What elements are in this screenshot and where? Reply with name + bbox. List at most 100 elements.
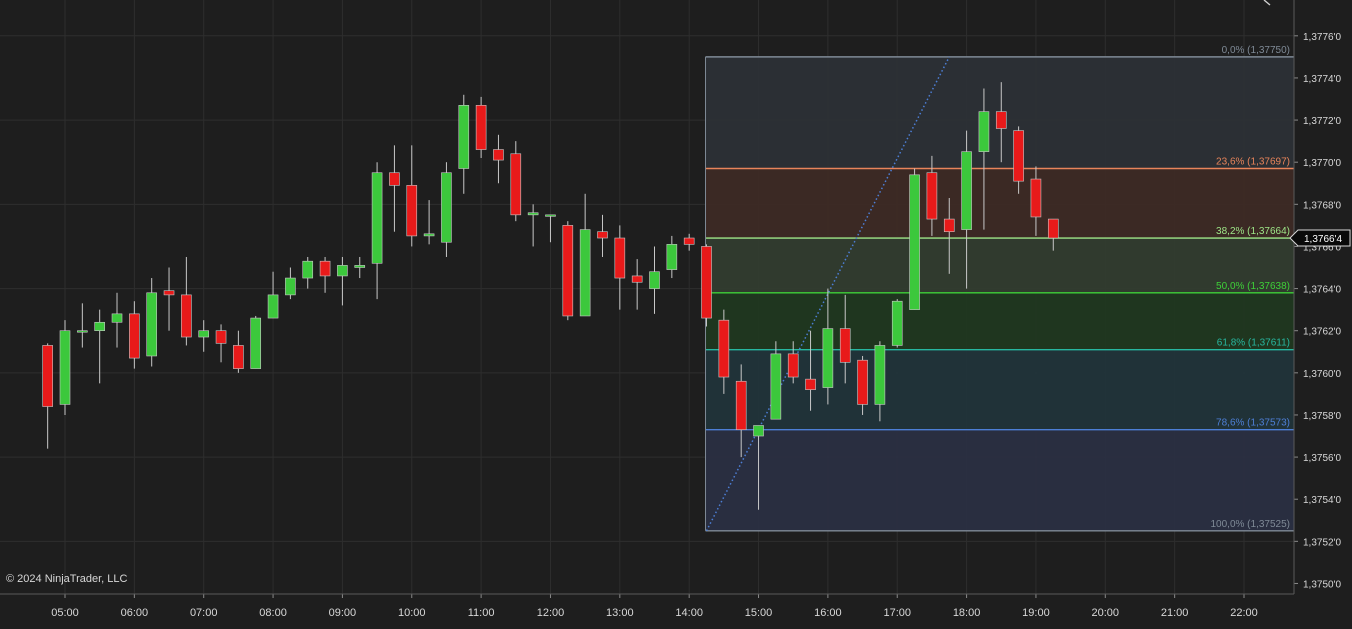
candle-up [874,345,886,405]
candle-up [198,330,210,338]
price-marker: 1,3766'4 [1289,229,1351,247]
candle-down [631,275,643,283]
candle-down [1030,178,1042,218]
fib-level-label: 0,0% (1,37750) [1222,45,1290,56]
x-tick-label: 17:00 [883,607,911,619]
x-tick-label: 09:00 [329,607,357,619]
candle-up [753,425,764,437]
candle-up [822,328,834,388]
candle-up [111,313,123,323]
candle-down [995,111,1007,129]
x-tick-label: 08:00 [259,607,287,619]
candle-up [770,353,782,420]
x-tick-label: 15:00 [745,607,773,619]
axes: 1,3750'0 1,3752'0 1,3754'0 1,3756'0 1,3758'0… [0,0,1341,619]
candle-down [614,237,626,279]
candle-down [735,380,747,431]
x-tick-label: 10:00 [398,607,426,619]
candle-down [1013,130,1024,182]
candle-down [718,319,730,378]
x-tick-label: 16:00 [814,607,842,619]
x-tick-label: 18:00 [953,607,981,619]
candle-down [233,345,244,369]
x-tick-label: 05:00 [51,607,79,619]
candle-down [683,237,695,245]
candle-down [129,313,140,359]
fib-zone [705,238,1294,293]
candle-up [423,233,435,237]
x-tick-label: 07:00 [190,607,218,619]
candle-up [77,330,88,333]
candle-up [978,111,990,152]
y-tick-label: 1,3754'0 [1303,495,1341,506]
copyright-text: © 2024 NinjaTrader, LLC [6,573,128,585]
candle-down [42,345,53,407]
candle-up [337,265,348,277]
candle-up [891,300,903,346]
y-tick-label: 1,3758'0 [1303,411,1341,422]
candle-down [787,353,799,378]
price-marker-label: 1,3766'4 [1304,234,1342,245]
candle-down [857,359,868,405]
candle-up [649,271,660,289]
x-tick-label: 20:00 [1092,607,1120,619]
fibonacci-trend-line[interactable] [705,56,950,532]
fib-level-label: 61,8% (1,37611) [1217,338,1290,349]
y-tick-label: 1,3750'0 [1303,579,1341,590]
candle-down [475,105,487,150]
candle-up [250,317,262,369]
fib-zone [705,168,1294,239]
candle-down [943,218,955,233]
y-tick-label: 1,3756'0 [1303,453,1341,464]
candle-up [961,151,972,230]
y-tick-label: 1,3772'0 [1303,116,1341,127]
candle-down [163,290,175,296]
candle-down [597,231,608,239]
candle-up [146,292,157,357]
x-tick-label: 12:00 [537,607,565,619]
candle-down [493,149,504,161]
price-marker-box [1289,229,1351,247]
fib-level-label: 38,2% (1,37664) [1216,226,1290,237]
candle-up [909,174,920,310]
y-tick-label: 1,3768'0 [1303,200,1341,211]
candle-down [805,378,816,390]
candle-down [562,225,574,317]
candle-up [302,260,314,279]
fibonacci-levels[interactable]: 0,0% (1,37750) 23,6% (1,37697) 38,2% (1,37… [705,45,1294,532]
candle-up [59,330,71,405]
candle-down [389,172,400,186]
candle-up [267,294,279,319]
y-tick-label: 1,3760'0 [1303,369,1341,380]
y-tick-label: 1,3764'0 [1303,285,1341,296]
x-tick-label: 22:00 [1230,607,1258,619]
collapse-icon[interactable] [1263,0,1271,6]
y-tick-label: 1,3776'0 [1303,32,1341,43]
trend-line[interactable] [705,56,950,532]
fib-zone [705,292,1294,350]
candle-up [371,172,383,264]
candle-up [441,172,452,243]
candle-down [701,246,712,319]
x-tick-label: 06:00 [121,607,149,619]
candle-up [354,265,366,268]
x-tick-label: 14:00 [675,607,703,619]
candle-down [406,185,418,237]
candle-down [181,294,192,338]
candle-down [1047,218,1059,239]
y-tick-label: 1,3766'0 [1303,242,1341,253]
fib-level-label: 100,0% (1,37525) [1210,519,1290,530]
candle-down [926,172,938,220]
fib-level-label: 78,6% (1,37573) [1216,418,1290,429]
y-tick-label: 1,3770'0 [1303,158,1341,169]
y-tick-label: 1,3752'0 [1303,537,1341,548]
fib-level-label: 23,6% (1,37697) [1216,157,1290,168]
candle-down [215,330,227,344]
candle-up [285,277,296,296]
candle-up [458,105,470,169]
candle-down [510,153,522,216]
candle-up [579,229,591,317]
candle-down [319,260,331,277]
